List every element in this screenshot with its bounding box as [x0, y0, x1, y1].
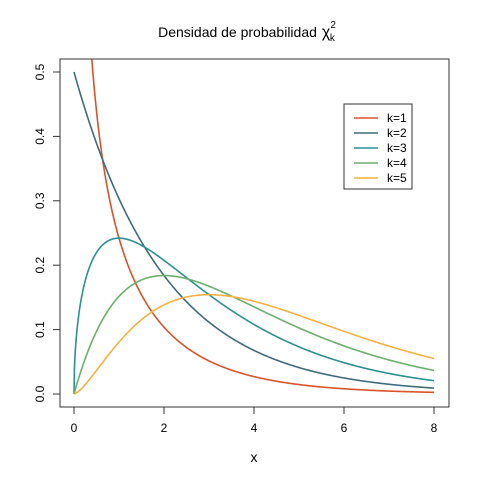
- chart-title: Densidad de probabilidad χ2 k: [158, 20, 336, 44]
- legend-label-k4: k=4: [387, 156, 407, 170]
- y-axis: 0.0 0.1 0.2 0.3 0.4 0.5: [33, 63, 61, 402]
- y-tick-label: 0.1: [33, 321, 47, 338]
- legend-label-k3: k=3: [387, 141, 407, 155]
- x-tick-label: 6: [341, 421, 348, 435]
- y-tick-label: 0.3: [33, 192, 47, 209]
- y-tick-label: 0.4: [33, 128, 47, 145]
- x-tick-label: 2: [161, 421, 168, 435]
- legend-label-k1: k=1: [387, 111, 407, 125]
- chart-title-superscript: 2: [330, 20, 336, 31]
- legend: k=1k=2k=3k=4k=5: [343, 103, 413, 190]
- x-tick-label: 8: [431, 421, 438, 435]
- series-lines: [73, 59, 435, 395]
- x-axis: 0 2 4 6 8: [71, 406, 438, 435]
- series-line-k2: [73, 71, 435, 389]
- chart-title-text: Densidad de probabilidad: [158, 24, 317, 40]
- series-line-k4: [73, 274, 435, 395]
- legend-label-k5: k=5: [387, 171, 407, 185]
- series-line-k1: [91, 59, 435, 394]
- y-tick-label: 0.2: [33, 257, 47, 274]
- y-tick-label: 0.5: [33, 63, 47, 80]
- chart-title-symbol: χ: [322, 24, 331, 41]
- x-tick-label: 4: [251, 421, 258, 435]
- x-tick-label: 0: [71, 421, 78, 435]
- series-line-k3: [73, 237, 435, 395]
- x-axis-label: x: [251, 449, 258, 465]
- legend-label-k2: k=2: [387, 126, 407, 140]
- series-line-k5: [73, 293, 435, 395]
- y-tick-label: 0.0: [33, 385, 47, 402]
- chart-title-subscript: k: [330, 33, 336, 44]
